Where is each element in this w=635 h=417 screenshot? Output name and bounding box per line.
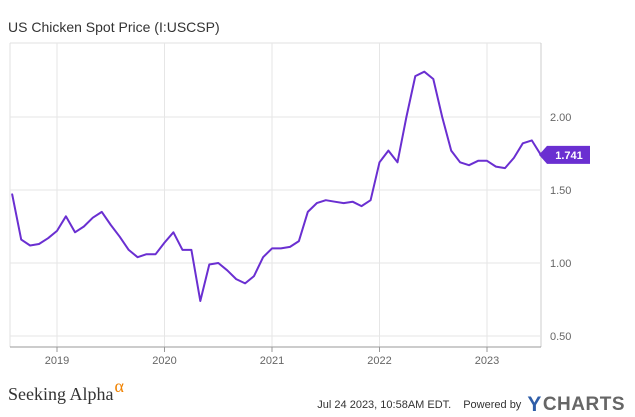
y-tick-label: 0.50 <box>550 331 571 343</box>
series-layer <box>11 70 542 302</box>
last-value-badge-shape <box>539 145 590 164</box>
x-tick-label: 2019 <box>45 355 69 367</box>
footer-attribution: Jul 24 2023, 10:58AM EDT. Powered by Y CH… <box>317 393 625 417</box>
x-tick-label: 2023 <box>475 355 499 367</box>
x-tick-label: 2021 <box>260 355 284 367</box>
last-value-badge: 1.741 <box>539 145 590 164</box>
timestamp: Jul 24 2023, 10:58AM EDT. <box>317 399 452 411</box>
powered-by-label: Powered by <box>463 399 522 411</box>
alpha-icon: α <box>114 376 124 396</box>
last-value-label: 1.741 <box>555 150 583 162</box>
series-line <box>11 70 542 302</box>
seeking-alpha-text: Seeking Alpha <box>8 384 114 404</box>
ycharts-y-icon: Y <box>527 393 542 416</box>
x-tick-label: 2022 <box>367 355 391 367</box>
x-tick-label: 2020 <box>152 355 176 367</box>
axis-layer: 0.50 1.00 1.50 2.00 2019 2020 2021 2022 2023 <box>10 112 571 367</box>
grid-layer <box>9 42 542 347</box>
seeking-alpha-logo: Seeking Alphaα <box>8 376 124 405</box>
y-tick-label: 1.50 <box>550 185 571 197</box>
ycharts-logo: Y CHARTS <box>527 393 625 417</box>
chart-title: US Chicken Spot Price (I:USCSP) <box>8 19 220 35</box>
y-tick-label: 2.00 <box>550 112 571 124</box>
ycharts-wordmark: CHARTS <box>542 394 625 415</box>
y-tick-label: 1.00 <box>550 258 571 270</box>
